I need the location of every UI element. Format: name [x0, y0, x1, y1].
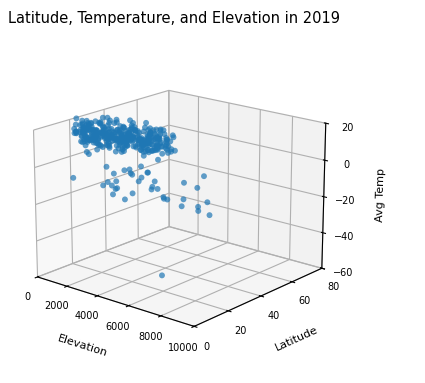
- X-axis label: Elevation: Elevation: [56, 334, 108, 359]
- Text: Latitude, Temperature, and Elevation in 2019: Latitude, Temperature, and Elevation in …: [8, 11, 340, 26]
- Y-axis label: Latitude: Latitude: [274, 325, 320, 353]
